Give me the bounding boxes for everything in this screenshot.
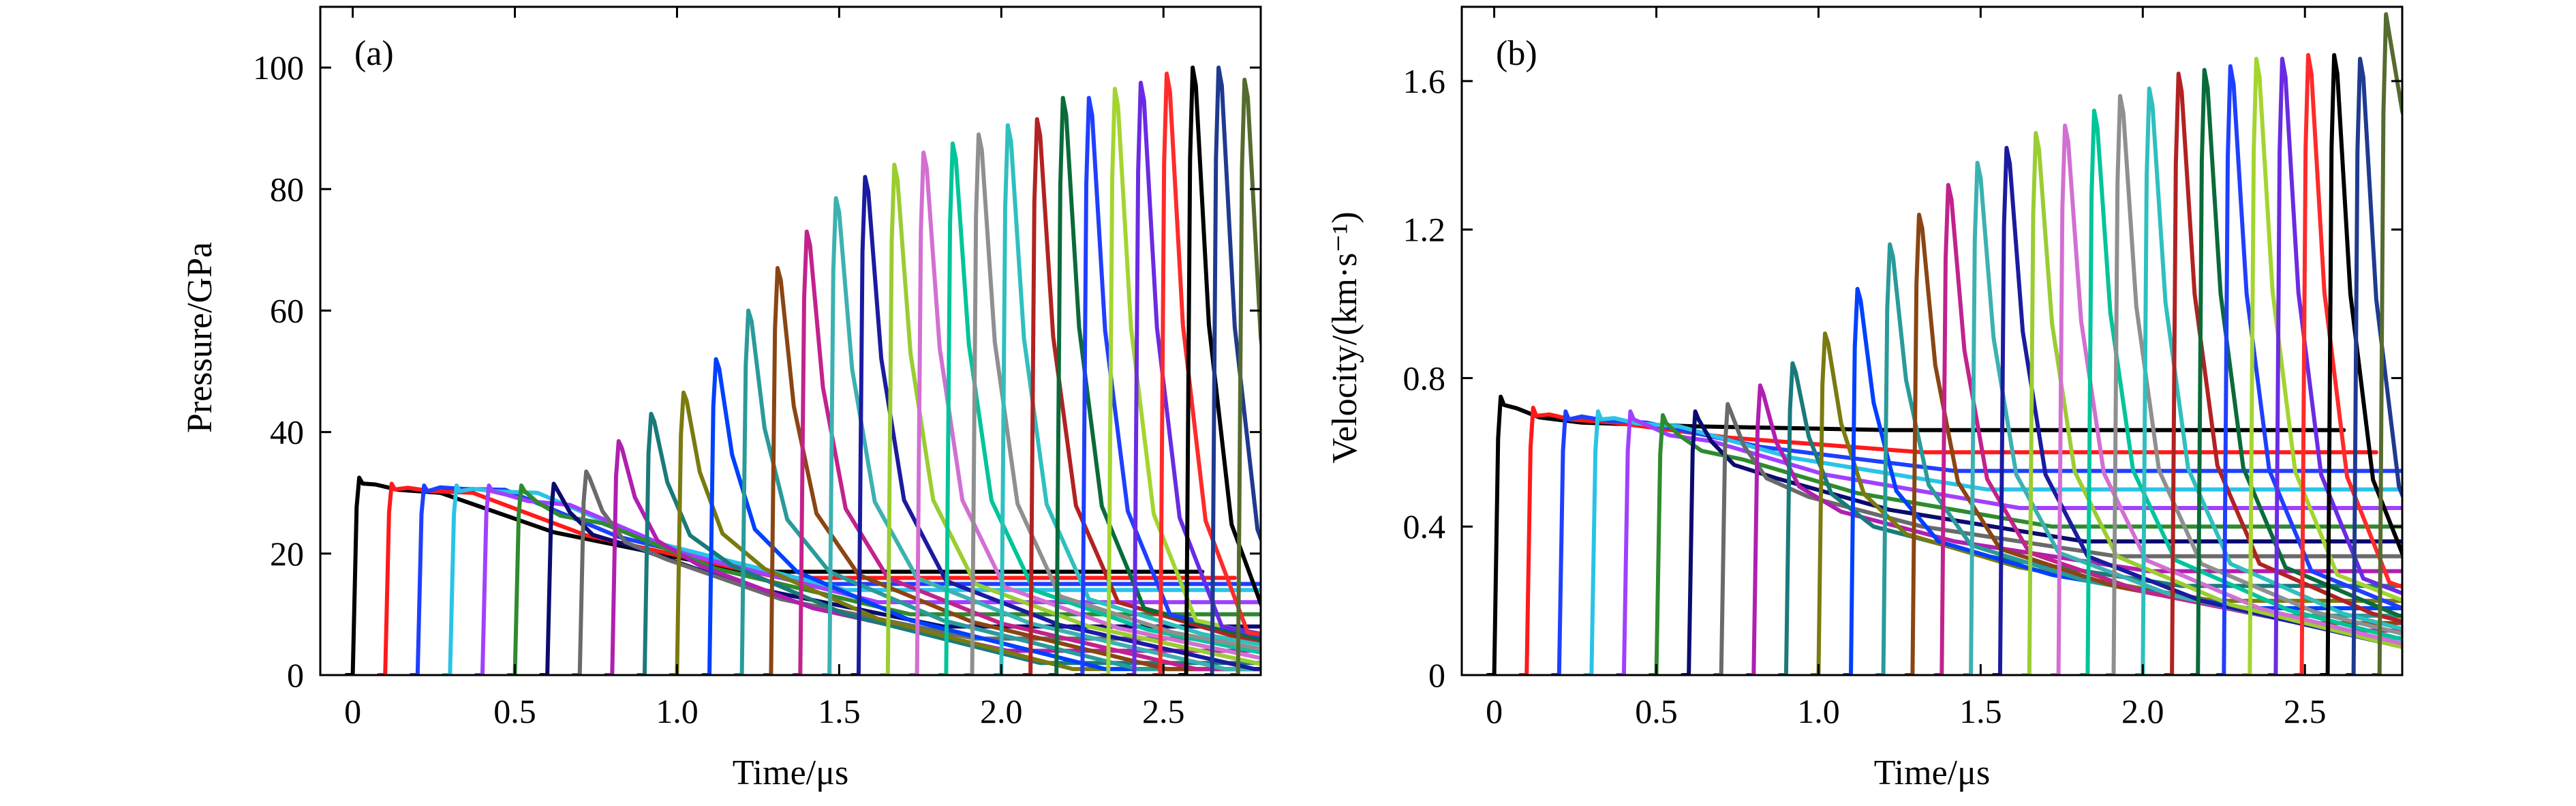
pressure-series-line-5 bbox=[474, 483, 1261, 675]
pressure-series-line-20 bbox=[937, 141, 1261, 675]
velocity-series-line-29 bbox=[2319, 53, 2402, 675]
y-tick-label: 0.4 bbox=[1403, 507, 1446, 546]
x-tick-label: 1.5 bbox=[818, 692, 861, 730]
pressure-series-group bbox=[344, 65, 1261, 675]
x-axis-title-b: Time/μs bbox=[1874, 753, 1990, 792]
panel-label-b: (b) bbox=[1496, 34, 1537, 73]
pressure-series-line-23 bbox=[1022, 117, 1261, 675]
velocity-axes: 0 0.5 1.0 1.5 2.0 2.5 0 0.4 0.8 1.2 1.6 bbox=[1403, 5, 2404, 730]
y-tick-label: 20 bbox=[270, 535, 304, 573]
x-tick-label: 1.5 bbox=[1959, 692, 2002, 730]
pressure-series-line-1 bbox=[344, 475, 1205, 675]
plot-frame bbox=[1460, 5, 2404, 676]
pressure-series-line-17 bbox=[850, 175, 1261, 675]
pressure-series-line-27 bbox=[1125, 80, 1261, 675]
velocity-series-line-2 bbox=[1518, 406, 2378, 675]
velocity-series-line-8 bbox=[1713, 402, 2402, 675]
pressure-series-line-18 bbox=[879, 162, 1261, 675]
pressure-series-line-4 bbox=[441, 483, 1261, 675]
pressure-series-line-16 bbox=[821, 196, 1261, 675]
velocity-series-line-6 bbox=[1648, 413, 2402, 675]
velocity-series-line-19 bbox=[2050, 123, 2402, 675]
pressure-series-line-15 bbox=[791, 229, 1261, 675]
x-tick-label: 1.0 bbox=[656, 692, 699, 730]
y-tick-label: 80 bbox=[270, 170, 304, 208]
velocity-series-line-30 bbox=[2345, 57, 2402, 675]
x-tick-label: 2.0 bbox=[980, 692, 1023, 730]
pressure-series-line-22 bbox=[992, 123, 1261, 675]
y-tick-label: 40 bbox=[270, 413, 304, 451]
pressure-series-line-26 bbox=[1099, 87, 1261, 675]
pressure-series-line-12 bbox=[701, 357, 1261, 675]
velocity-series-line-23 bbox=[2163, 72, 2402, 675]
plot-frame bbox=[319, 5, 1262, 676]
pressure-series-line-28 bbox=[1152, 72, 1261, 675]
pressure-series-line-13 bbox=[733, 308, 1261, 675]
y-tick-label: 60 bbox=[270, 291, 304, 329]
x-tick-label: 0.5 bbox=[493, 692, 536, 730]
y-axis-title-b: Velocity/(km·s⁻¹) bbox=[1325, 211, 1364, 463]
velocity-series-line-12 bbox=[1842, 286, 2402, 675]
y-tick-label: 1.6 bbox=[1403, 62, 1446, 100]
pressure-axes: 0 0.5 1.0 1.5 2.0 2.5 0 20 40 60 80 100 bbox=[253, 5, 1262, 730]
velocity-series-line-22 bbox=[2134, 86, 2402, 675]
pressure-series-line-31 bbox=[1229, 77, 1261, 675]
pressure-series-line-14 bbox=[762, 266, 1261, 675]
pressure-chart-panel: 0 0.5 1.0 1.5 2.0 2.5 0 20 40 60 80 100 (a) Time/μs… bbox=[181, 5, 1262, 792]
velocity-series-line-26 bbox=[2241, 57, 2402, 675]
y-tick-label: 1.2 bbox=[1403, 211, 1446, 249]
y-tick-label: 100 bbox=[253, 48, 304, 87]
pressure-series-line-19 bbox=[908, 150, 1261, 675]
x-tick-label: 2.5 bbox=[1142, 692, 1185, 730]
velocity-series-line-28 bbox=[2293, 53, 2402, 675]
y-tick-label: 0 bbox=[287, 656, 304, 694]
y-tick-label: 0 bbox=[1428, 656, 1445, 694]
velocity-series-line-24 bbox=[2189, 68, 2402, 675]
pressure-series-line-25 bbox=[1073, 95, 1261, 675]
velocity-chart-panel: 0 0.5 1.0 1.5 2.0 2.5 0 0.4 0.8 1.2 1.6 (b) Time/μ… bbox=[1325, 5, 2404, 792]
velocity-series-line-5 bbox=[1615, 409, 2402, 675]
pressure-series-line-29 bbox=[1178, 65, 1261, 675]
velocity-series-line-25 bbox=[2215, 64, 2402, 675]
pressure-series-line-24 bbox=[1047, 95, 1261, 675]
pressure-series-line-10 bbox=[636, 411, 1261, 675]
velocity-series-line-3 bbox=[1550, 409, 2402, 675]
velocity-series-line-9 bbox=[1745, 383, 2402, 675]
y-axis-title-a: Pressure/GPa bbox=[181, 242, 219, 433]
x-tick-label: 1.0 bbox=[1797, 692, 1840, 730]
pressure-series-line-11 bbox=[668, 390, 1261, 675]
x-tick-label: 0 bbox=[1486, 692, 1503, 730]
pressure-series-line-2 bbox=[376, 481, 1237, 675]
pressure-series-line-3 bbox=[409, 483, 1261, 675]
y-tick-label: 0.8 bbox=[1403, 359, 1446, 397]
velocity-series-group bbox=[1486, 12, 2402, 675]
velocity-series-line-1 bbox=[1486, 394, 2346, 675]
x-axis-title-a: Time/μs bbox=[733, 753, 848, 792]
panel-label-a: (a) bbox=[354, 34, 394, 73]
x-tick-label: 0.5 bbox=[1635, 692, 1678, 730]
velocity-series-line-27 bbox=[2267, 57, 2402, 675]
x-tick-label: 2.0 bbox=[2121, 692, 2164, 730]
pressure-series-line-30 bbox=[1203, 65, 1261, 675]
velocity-series-line-18 bbox=[2021, 131, 2402, 675]
velocity-series-line-17 bbox=[1991, 145, 2402, 675]
x-tick-label: 2.5 bbox=[2284, 692, 2327, 730]
pressure-series-line-6 bbox=[506, 483, 1261, 675]
pressure-series-line-21 bbox=[964, 132, 1261, 675]
velocity-series-line-31 bbox=[2371, 12, 2402, 675]
x-tick-label: 0 bbox=[344, 692, 361, 730]
